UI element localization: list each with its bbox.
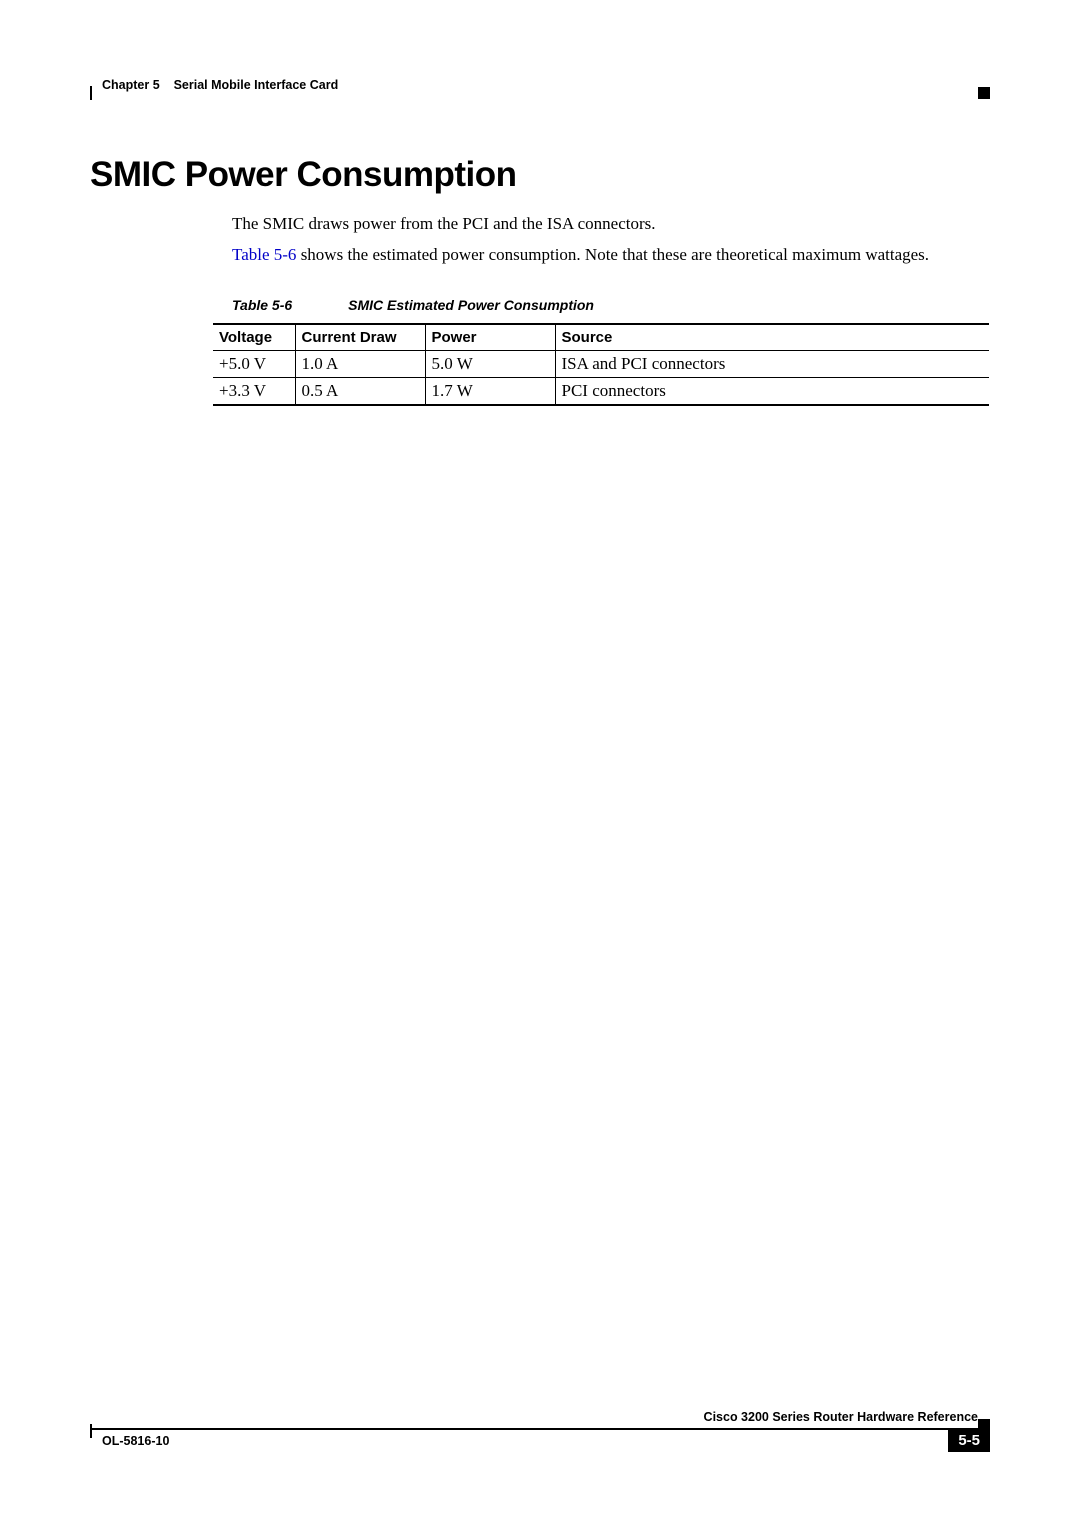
table-label: Table 5-6 [232, 297, 292, 313]
col-header-source: Source [555, 324, 989, 351]
running-head: Chapter 5 Serial Mobile Interface Card [102, 78, 338, 92]
table-row: +3.3 V 0.5 A 1.7 W PCI connectors [213, 377, 989, 405]
chapter-title: Serial Mobile Interface Card [174, 78, 339, 92]
cell-current: 1.0 A [295, 350, 425, 377]
chapter-label: Chapter 5 [102, 78, 160, 92]
page-content: SMIC Power Consumption The SMIC draws po… [90, 155, 990, 406]
page-header: Chapter 5 Serial Mobile Interface Card [90, 78, 990, 92]
page-number-badge: 5-5 [948, 1430, 990, 1452]
col-header-voltage: Voltage [213, 324, 295, 351]
cell-power: 5.0 W [425, 350, 555, 377]
cell-current: 0.5 A [295, 377, 425, 405]
cell-source: ISA and PCI connectors [555, 350, 989, 377]
table-crossref-link[interactable]: Table 5-6 [232, 245, 296, 264]
footer-doc-title: Cisco 3200 Series Router Hardware Refere… [704, 1410, 978, 1424]
intro-paragraph-2: Table 5-6 shows the estimated power cons… [232, 244, 990, 267]
col-header-current: Current Draw [295, 324, 425, 351]
footer-rule [90, 1428, 990, 1430]
section-heading: SMIC Power Consumption [90, 155, 990, 195]
cell-voltage: +3.3 V [213, 377, 295, 405]
page-footer: Cisco 3200 Series Router Hardware Refere… [90, 1410, 990, 1460]
footer-left-rule [90, 1424, 92, 1438]
table-header-row: Voltage Current Draw Power Source [213, 324, 989, 351]
cell-power: 1.7 W [425, 377, 555, 405]
intro-paragraph-2-rest: shows the estimated power consumption. N… [296, 245, 929, 264]
cell-source: PCI connectors [555, 377, 989, 405]
header-rule [90, 86, 92, 100]
intro-paragraph-1: The SMIC draws power from the PCI and th… [232, 213, 990, 236]
header-end-marker [978, 87, 990, 99]
table-title: SMIC Estimated Power Consumption [348, 297, 594, 313]
table-caption: Table 5-6 SMIC Estimated Power Consumptio… [232, 297, 990, 313]
cell-voltage: +5.0 V [213, 350, 295, 377]
power-consumption-table: Voltage Current Draw Power Source +5.0 V… [213, 323, 989, 406]
table-row: +5.0 V 1.0 A 5.0 W ISA and PCI connector… [213, 350, 989, 377]
footer-doc-id: OL-5816-10 [102, 1434, 169, 1448]
col-header-power: Power [425, 324, 555, 351]
